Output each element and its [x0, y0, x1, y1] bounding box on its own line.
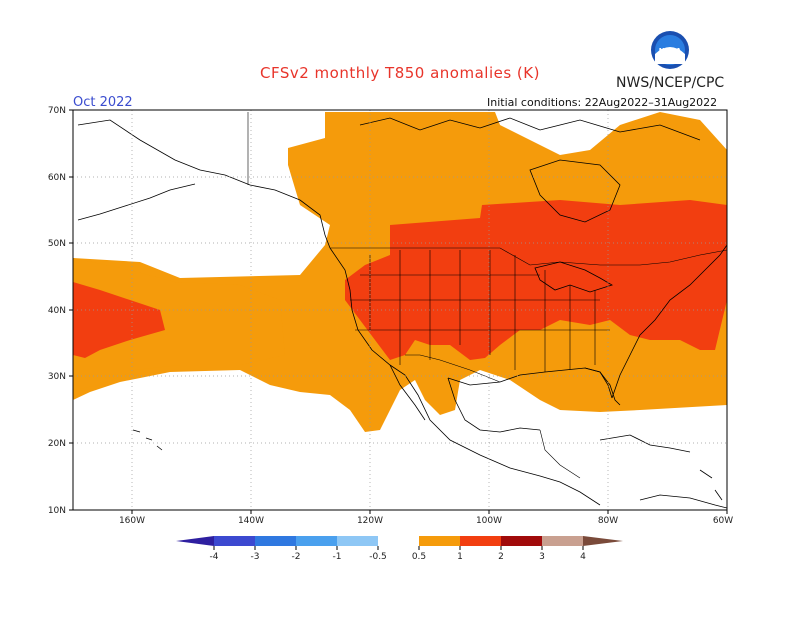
colorbar-swatch — [419, 536, 460, 546]
colorbar-label: -2 — [292, 552, 301, 562]
lat-label: 10N — [48, 506, 66, 516]
colorbar-label: 4 — [580, 552, 586, 562]
us-mexico-border — [405, 354, 501, 383]
anomaly-region-orange-west — [73, 258, 285, 390]
florida-coast — [584, 367, 621, 406]
noaa-logo-icon: NOAA — [651, 31, 689, 69]
mexico-gulf-coast — [447, 377, 541, 433]
colorbar-label: -4 — [210, 552, 219, 562]
lon-label: 80W — [598, 516, 618, 526]
lat-label: 40N — [48, 306, 66, 316]
alaska-coast — [77, 119, 331, 249]
lat-label: 20N — [48, 439, 66, 449]
colorbar-label: 0.5 — [412, 552, 426, 562]
lon-label: 60W — [713, 516, 733, 526]
south-america-coast — [639, 494, 727, 509]
colorbar-label: 2 — [498, 552, 504, 562]
hudson-bay — [529, 159, 621, 223]
lon-label: 140W — [238, 516, 264, 526]
forecast-month: Oct 2022 — [73, 95, 133, 110]
colorbar-label: 1 — [457, 552, 463, 562]
initial-conditions: Initial conditions: 22Aug2022–31Aug2022 — [487, 96, 718, 109]
colorbar-label: -3 — [251, 552, 260, 562]
baja-coast — [389, 364, 426, 421]
lat-label: 60N — [48, 173, 66, 183]
coastlines — [77, 117, 727, 509]
us-state-borders — [350, 250, 610, 372]
colorbar-swatch — [255, 536, 296, 546]
colorbar: -4 -3 -2 -1 -0.5 0.5 1 2 3 4 — [176, 536, 623, 562]
anomaly-region-red-west — [73, 282, 165, 358]
colorbar-arrow-high — [583, 536, 623, 546]
lon-label: 120W — [357, 516, 383, 526]
agency-label: NWS/NCEP/CPC — [616, 75, 725, 91]
lon-label: 100W — [476, 516, 502, 526]
great-lakes — [534, 261, 613, 293]
latitude-labels: 70N 60N 50N 40N 30N 20N 10N — [48, 106, 66, 516]
colorbar-swatch — [378, 536, 419, 546]
colorbar-label: -1 — [333, 552, 342, 562]
colorbar-label: 3 — [539, 552, 545, 562]
hawaii-islands — [132, 429, 163, 451]
colorbar-arrow-low — [176, 536, 214, 546]
atlantic-coast — [611, 244, 727, 399]
colorbar-swatch — [214, 536, 255, 546]
central-america-borders — [539, 429, 581, 479]
us-canada-border — [330, 247, 727, 266]
logo-text: NOAA — [659, 47, 682, 55]
lat-label: 30N — [48, 372, 66, 382]
lat-label: 50N — [48, 239, 66, 249]
political-borders — [247, 112, 727, 479]
arctic-islands — [359, 117, 701, 141]
colorbar-label: -0.5 — [369, 552, 387, 562]
colorbar-swatch — [501, 536, 542, 546]
colorbar-swatch — [296, 536, 337, 546]
anomaly-region-red-east — [345, 200, 727, 360]
lon-label: 160W — [119, 516, 145, 526]
colorbar-swatch — [337, 536, 378, 546]
colorbar-swatch — [542, 536, 583, 546]
graticule — [73, 110, 727, 510]
gulf-coast — [447, 367, 613, 399]
caribbean-islands — [599, 434, 723, 501]
axis-ticks — [69, 109, 728, 514]
longitude-labels: 160W 140W 120W 100W 80W 60W — [119, 516, 733, 526]
pacific-coast — [329, 247, 601, 506]
colorbar-swatch — [460, 536, 501, 546]
lat-label: 70N — [48, 106, 66, 116]
aleutian-islands — [77, 183, 196, 221]
map-title: CFSv2 monthly T850 anomalies (K) — [260, 64, 540, 82]
